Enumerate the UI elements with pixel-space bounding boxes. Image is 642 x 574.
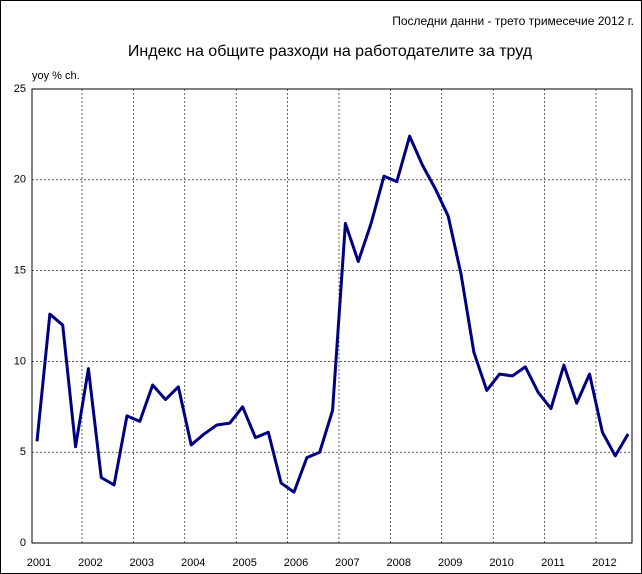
y-tick-label: 5 <box>20 446 26 458</box>
x-tick-label: 2007 <box>335 557 359 569</box>
x-tick-label: 2011 <box>541 557 565 569</box>
x-tick-label: 2008 <box>387 557 411 569</box>
x-tick-label: 2005 <box>232 557 256 569</box>
y-axis-label: yoy % ch. <box>32 70 80 82</box>
x-tick-label: 2001 <box>27 557 51 569</box>
data-line <box>35 134 630 494</box>
y-tick-label: 0 <box>20 537 26 549</box>
chart-subtitle: Последни данни - трето тримесечие 2012 г… <box>392 14 634 28</box>
y-tick-label: 10 <box>14 355 26 367</box>
x-tick-label: 2012 <box>592 557 616 569</box>
chart-title: Индекс на общите разходи на работодатели… <box>128 43 533 60</box>
x-tick-label: 2002 <box>78 557 102 569</box>
y-tick-label: 20 <box>14 174 26 186</box>
x-tick-label: 2003 <box>130 557 154 569</box>
y-tick-label: 25 <box>14 83 26 95</box>
x-tick-label: 2004 <box>181 557 205 569</box>
x-tick-label: 2010 <box>489 557 513 569</box>
x-tick-label: 2006 <box>284 557 308 569</box>
x-tick-label: 2009 <box>438 557 462 569</box>
y-tick-label: 15 <box>14 265 26 277</box>
